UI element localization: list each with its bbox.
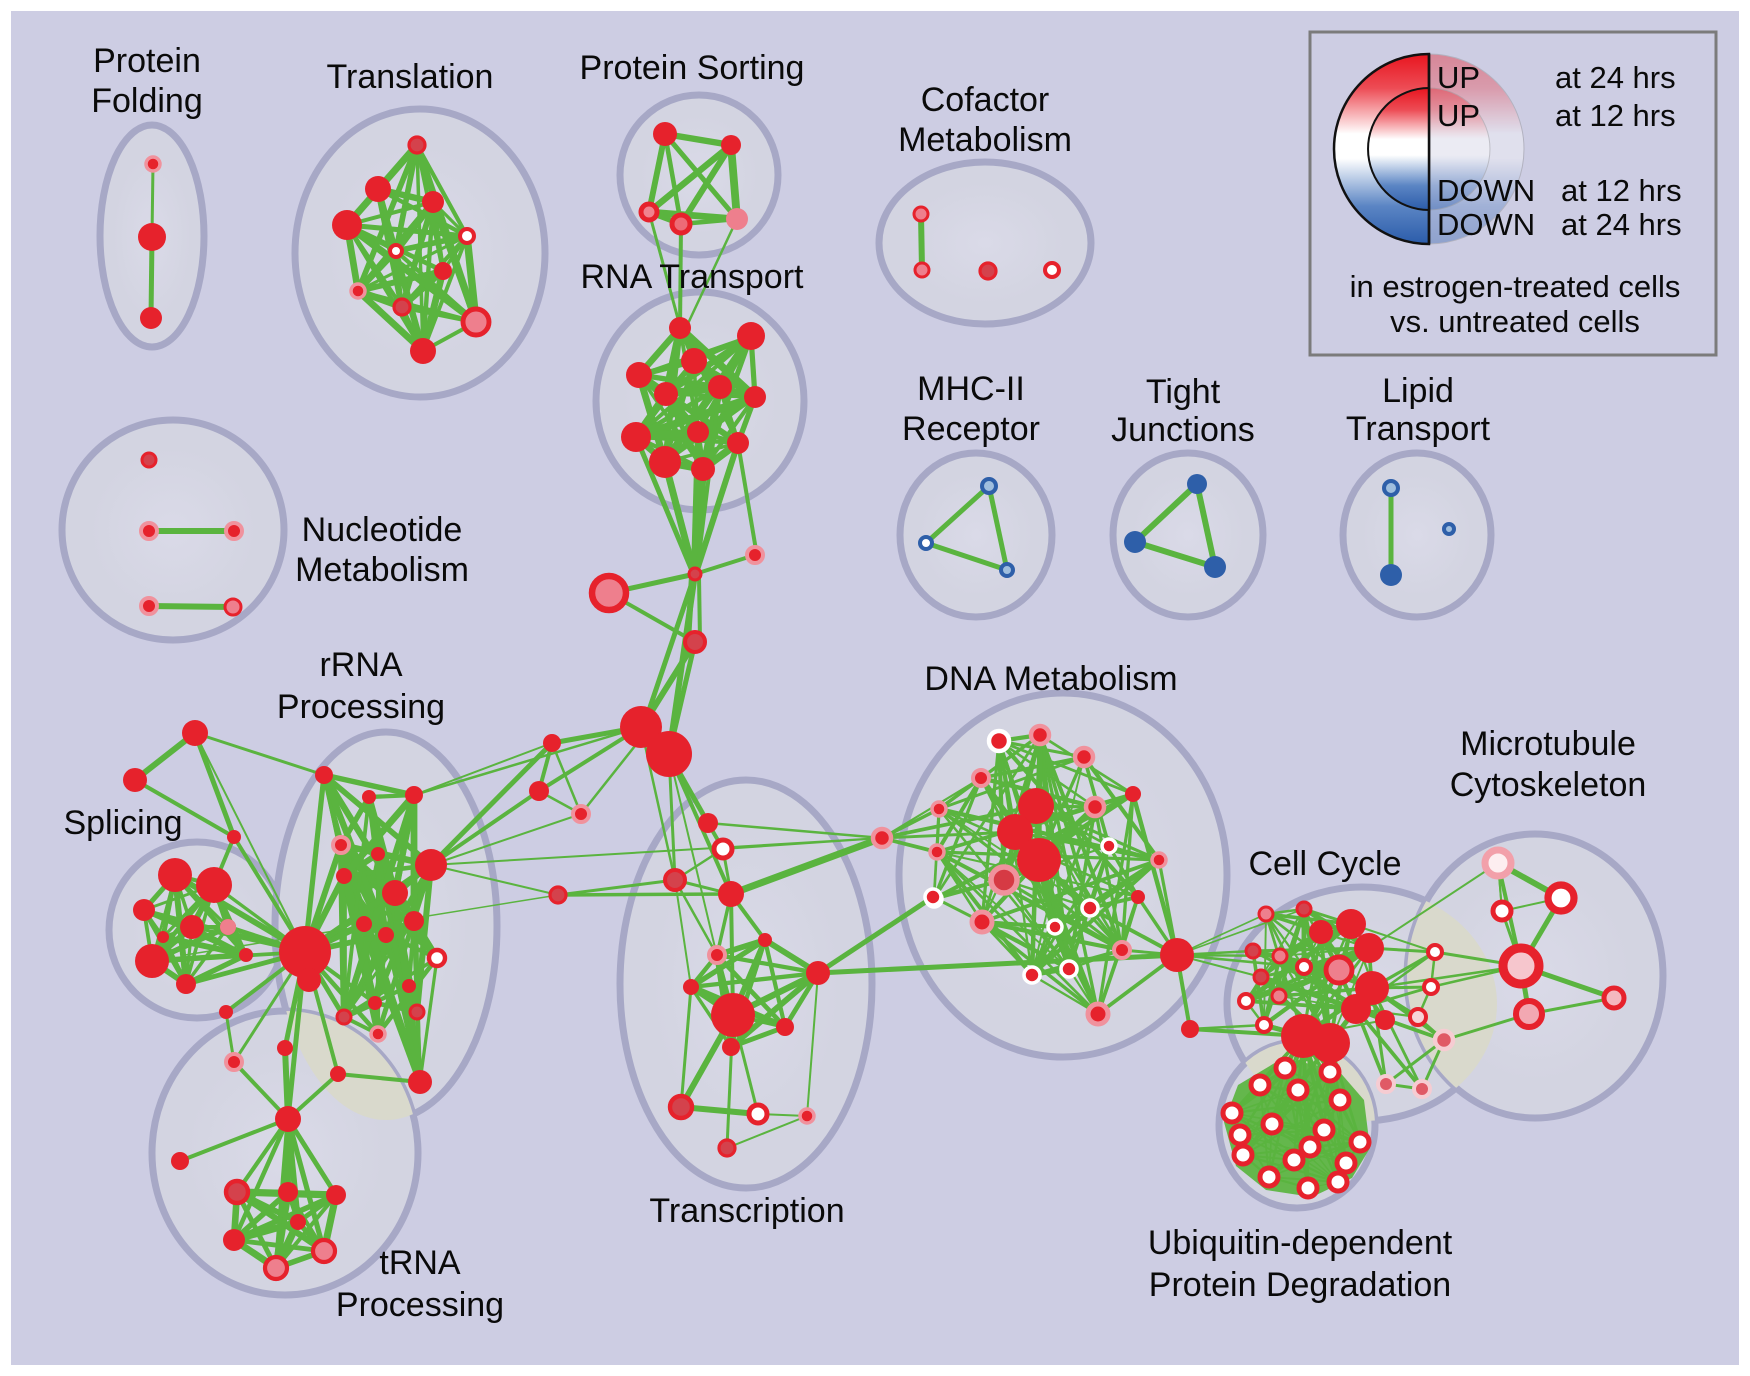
svg-text:MHC-II: MHC-II xyxy=(917,370,1025,408)
svg-text:UP: UP xyxy=(1437,98,1480,133)
svg-text:Processing: Processing xyxy=(336,1286,504,1324)
svg-text:Protein: Protein xyxy=(93,42,201,80)
svg-text:Junctions: Junctions xyxy=(1111,411,1255,449)
svg-text:Lipid: Lipid xyxy=(1382,372,1454,410)
svg-text:Microtubule: Microtubule xyxy=(1460,725,1636,763)
svg-text:in estrogen-treated cells: in estrogen-treated cells xyxy=(1350,269,1681,304)
svg-text:Processing: Processing xyxy=(277,688,445,726)
svg-text:DOWN: DOWN xyxy=(1437,173,1535,208)
svg-text:Protein Degradation: Protein Degradation xyxy=(1149,1266,1451,1304)
svg-text:tRNA: tRNA xyxy=(379,1244,461,1282)
svg-text:Cofactor: Cofactor xyxy=(921,81,1050,119)
svg-text:Ubiquitin-dependent: Ubiquitin-dependent xyxy=(1148,1224,1453,1262)
svg-text:vs. untreated cells: vs. untreated cells xyxy=(1390,304,1640,339)
svg-text:UP: UP xyxy=(1437,60,1480,95)
svg-text:RNA Transport: RNA Transport xyxy=(581,258,805,296)
svg-text:Cell Cycle: Cell Cycle xyxy=(1248,845,1401,883)
svg-text:Receptor: Receptor xyxy=(902,410,1040,448)
svg-text:at 12 hrs: at 12 hrs xyxy=(1555,98,1676,133)
svg-text:DOWN: DOWN xyxy=(1437,207,1535,242)
svg-text:Transcription: Transcription xyxy=(649,1192,844,1230)
svg-text:Cytoskeleton: Cytoskeleton xyxy=(1450,766,1647,804)
svg-text:Transport: Transport xyxy=(1346,410,1491,448)
svg-text:Folding: Folding xyxy=(91,82,203,120)
svg-text:at 12 hrs: at 12 hrs xyxy=(1561,173,1682,208)
svg-text:Splicing: Splicing xyxy=(63,804,182,842)
svg-text:rRNA: rRNA xyxy=(319,646,402,684)
svg-text:at 24 hrs: at 24 hrs xyxy=(1561,207,1682,242)
svg-text:Tight: Tight xyxy=(1146,373,1221,411)
svg-text:Nucleotide: Nucleotide xyxy=(302,511,463,549)
svg-text:DNA Metabolism: DNA Metabolism xyxy=(924,660,1177,698)
svg-text:Metabolism: Metabolism xyxy=(295,551,469,589)
svg-text:Translation: Translation xyxy=(327,58,494,96)
svg-text:Metabolism: Metabolism xyxy=(898,121,1072,159)
svg-text:Protein Sorting: Protein Sorting xyxy=(580,49,805,87)
svg-text:at 24 hrs: at 24 hrs xyxy=(1555,60,1676,95)
